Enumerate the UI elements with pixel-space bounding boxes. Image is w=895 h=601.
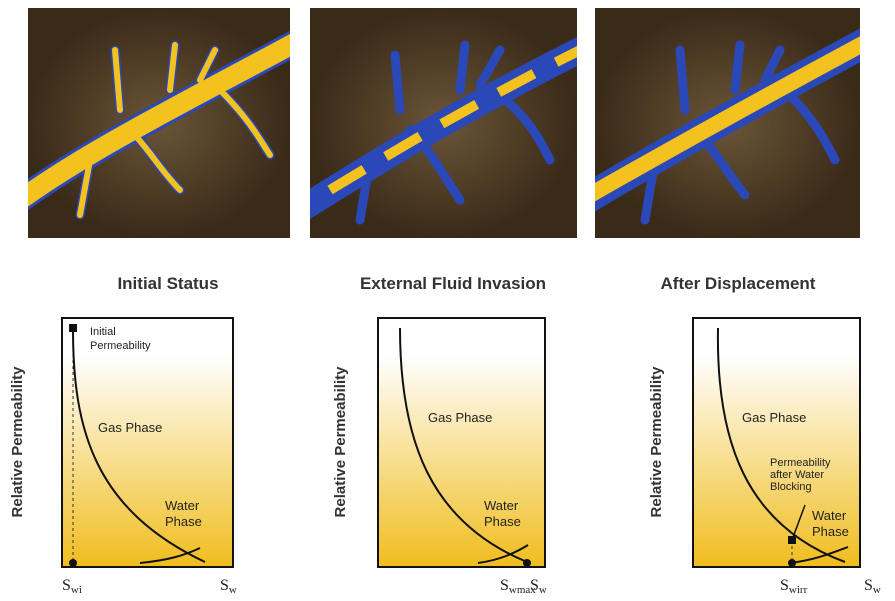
x-label: Sw	[530, 577, 547, 596]
water-curve	[139, 547, 201, 564]
water-curve	[789, 546, 849, 564]
y-axis-label: Relative Permeability	[9, 366, 26, 518]
annotation: Water Phase	[812, 508, 849, 539]
x-label: Swmax	[500, 577, 536, 596]
gas-curve	[72, 329, 206, 563]
annotation: Permeability after Water Blocking	[770, 457, 831, 493]
x-label: Sw	[220, 577, 237, 596]
annotation: Gas Phase	[742, 410, 806, 425]
marker	[523, 559, 531, 567]
annotation: Initial Permeability	[90, 326, 151, 352]
annotation: Water Phase	[165, 498, 202, 529]
x-label: Swi	[62, 577, 82, 596]
panel-title: External Fluid Invasion	[360, 274, 546, 293]
marker	[69, 324, 77, 332]
panel-title: Initial Status	[117, 274, 218, 293]
water-curve	[477, 544, 529, 564]
panel-title: After Displacement	[661, 274, 816, 293]
gas-curve	[399, 327, 528, 563]
pore-image	[28, 8, 290, 238]
x-label: Sw	[864, 577, 881, 596]
x-label: Swirr	[780, 577, 808, 596]
plot-box	[377, 317, 546, 568]
y-axis-label: Relative Permeability	[648, 366, 665, 518]
marker	[69, 559, 77, 567]
gas-curve	[716, 327, 846, 563]
annotation: Water Phase	[484, 498, 521, 529]
annotation: Gas Phase	[98, 420, 162, 435]
y-axis-label: Relative Permeability	[332, 366, 349, 518]
marker	[788, 559, 796, 567]
leader-line	[791, 504, 806, 541]
annotation: Gas Phase	[428, 410, 492, 425]
pore-image	[595, 8, 860, 238]
marker	[788, 536, 796, 544]
pore-image	[310, 8, 577, 238]
plot-box	[692, 317, 861, 568]
